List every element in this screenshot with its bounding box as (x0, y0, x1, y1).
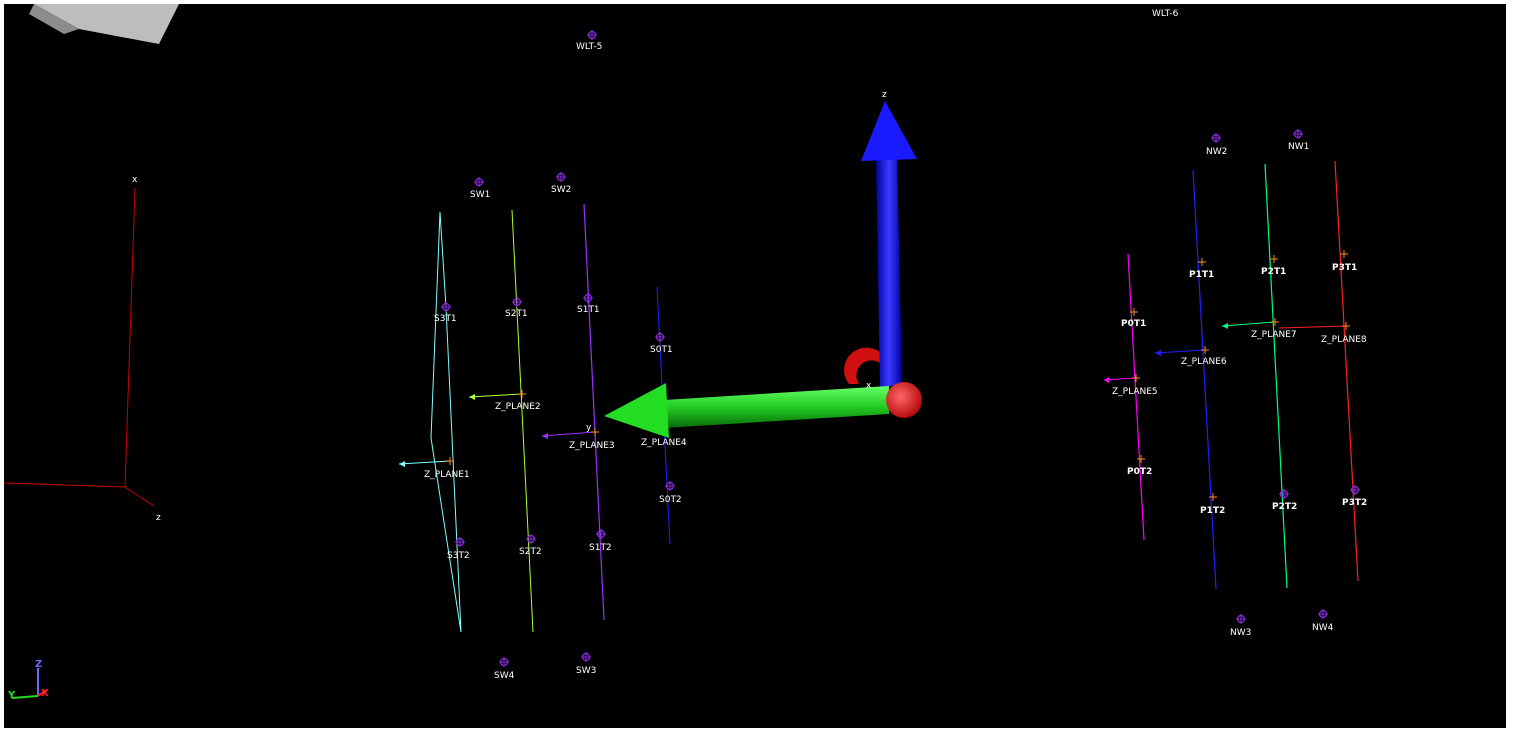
marker-nw4[interactable] (1317, 608, 1329, 620)
label-zplane5: Z_PLANE5 (1112, 387, 1158, 397)
marker-s3t1[interactable] (440, 301, 452, 313)
label-nw4: NW4 (1312, 623, 1334, 633)
marker-p0t2[interactable] (1136, 454, 1146, 464)
s2-wire (468, 209, 534, 633)
marker-s2t1[interactable] (511, 296, 523, 308)
gizmo-y-label: y (586, 423, 592, 433)
label-wlt6: WLT-6 (1152, 9, 1179, 19)
label-zplane2: Z_PLANE2 (495, 402, 541, 412)
marker-s1t1[interactable] (582, 292, 594, 304)
label-s1t2: S1T2 (589, 543, 612, 553)
marker-s2t2[interactable] (525, 533, 537, 545)
label-p1t2: P1T2 (1200, 506, 1225, 516)
scene-canvas[interactable]: x z WLT-5 WLT-6 SW1 SW2 SW3 SW4 S3T1 S2T… (4, 4, 1506, 728)
target-zplane7 (1270, 317, 1280, 327)
marker-p1t1[interactable] (1197, 257, 1207, 267)
corner-x-label: X (41, 688, 49, 699)
label-s0t1: S0T1 (650, 345, 673, 355)
orientation-triad: Z Y X (7, 659, 49, 701)
label-nw1: NW1 (1288, 142, 1309, 152)
label-zplane7: Z_PLANE7 (1251, 330, 1297, 340)
label-p0t2: P0T2 (1127, 467, 1152, 477)
marker-p2t1[interactable] (1269, 254, 1279, 264)
gizmo-z-label: z (882, 90, 887, 100)
label-p2t1: P2T1 (1261, 267, 1286, 277)
label-zplane6: Z_PLANE6 (1181, 357, 1227, 367)
frame-z-label: z (156, 513, 161, 523)
label-s2t2: S2T2 (519, 547, 542, 557)
label-zplane4: Z_PLANE4 (641, 438, 687, 448)
label-s3t1: S3T1 (434, 314, 457, 324)
marker-sw1[interactable] (473, 176, 485, 188)
marker-nw1[interactable] (1292, 128, 1304, 140)
label-s0t2: S0T2 (659, 495, 682, 505)
label-p1t1: P1T1 (1189, 270, 1214, 280)
label-p0t1: P0T1 (1121, 319, 1146, 329)
s1-wire (541, 203, 605, 621)
p3-wire (1278, 160, 1359, 582)
label-sw1: SW1 (470, 190, 490, 200)
marker-nw2[interactable] (1210, 132, 1222, 144)
label-wlt5: WLT-5 (576, 42, 602, 52)
gizmo-x-label: x (866, 381, 872, 391)
label-p3t1: P3T1 (1332, 263, 1357, 273)
gizmo-rotate-handle[interactable] (844, 347, 884, 384)
marker-p2t2[interactable] (1278, 488, 1290, 500)
label-zplane3: Z_PLANE3 (569, 441, 615, 451)
p1-wire (1154, 169, 1217, 590)
marker-nw3[interactable] (1235, 613, 1247, 625)
target-zplane3 (590, 427, 600, 437)
world-frame-axes: x z (4, 175, 161, 523)
marker-sw4[interactable] (498, 656, 510, 668)
gizmo-y-shaft[interactable] (664, 386, 889, 428)
frame-x-label: x (132, 175, 138, 185)
gizmo-z-shaft[interactable] (876, 154, 902, 388)
marker-s1t2[interactable] (595, 528, 607, 540)
marker-p3t2[interactable] (1349, 484, 1361, 496)
marker-sw3[interactable] (580, 651, 592, 663)
target-zplane2 (517, 389, 527, 399)
label-nw3: NW3 (1230, 628, 1251, 638)
target-zplane8 (1341, 321, 1351, 331)
p0-wire (1103, 253, 1145, 541)
gizmo-z-arrowhead[interactable] (861, 101, 917, 161)
label-s2t1: S2T1 (505, 309, 528, 319)
label-sw3: SW3 (576, 666, 596, 676)
grey-object-fragment (29, 4, 179, 44)
label-s3t2: S3T2 (447, 551, 470, 561)
label-sw2: SW2 (551, 185, 571, 195)
label-zplane8: Z_PLANE8 (1321, 335, 1367, 345)
gizmo-center-sphere[interactable] (886, 382, 922, 418)
corner-z-label: Z (35, 659, 42, 670)
label-zplane1: Z_PLANE1 (424, 470, 470, 480)
target-zplane5 (1131, 373, 1141, 383)
label-p2t2: P2T2 (1272, 502, 1297, 512)
label-sw4: SW4 (494, 671, 515, 681)
marker-wlt5[interactable] (586, 29, 598, 41)
label-nw2: NW2 (1206, 147, 1227, 157)
gizmo-y-arrowhead[interactable] (604, 383, 669, 438)
marker-p3t1[interactable] (1339, 249, 1349, 259)
3d-viewport[interactable]: x z WLT-5 WLT-6 SW1 SW2 SW3 SW4 S3T1 S2T… (4, 4, 1506, 728)
transform-gizmo[interactable]: z y x (586, 90, 922, 438)
s3-wire (398, 211, 462, 633)
label-s1t1: S1T1 (577, 305, 600, 315)
marker-sw2[interactable] (555, 171, 567, 183)
marker-s0t1[interactable] (654, 331, 666, 343)
p2-wire (1221, 163, 1288, 589)
corner-y-label: Y (7, 690, 16, 701)
label-p3t2: P3T2 (1342, 498, 1367, 508)
